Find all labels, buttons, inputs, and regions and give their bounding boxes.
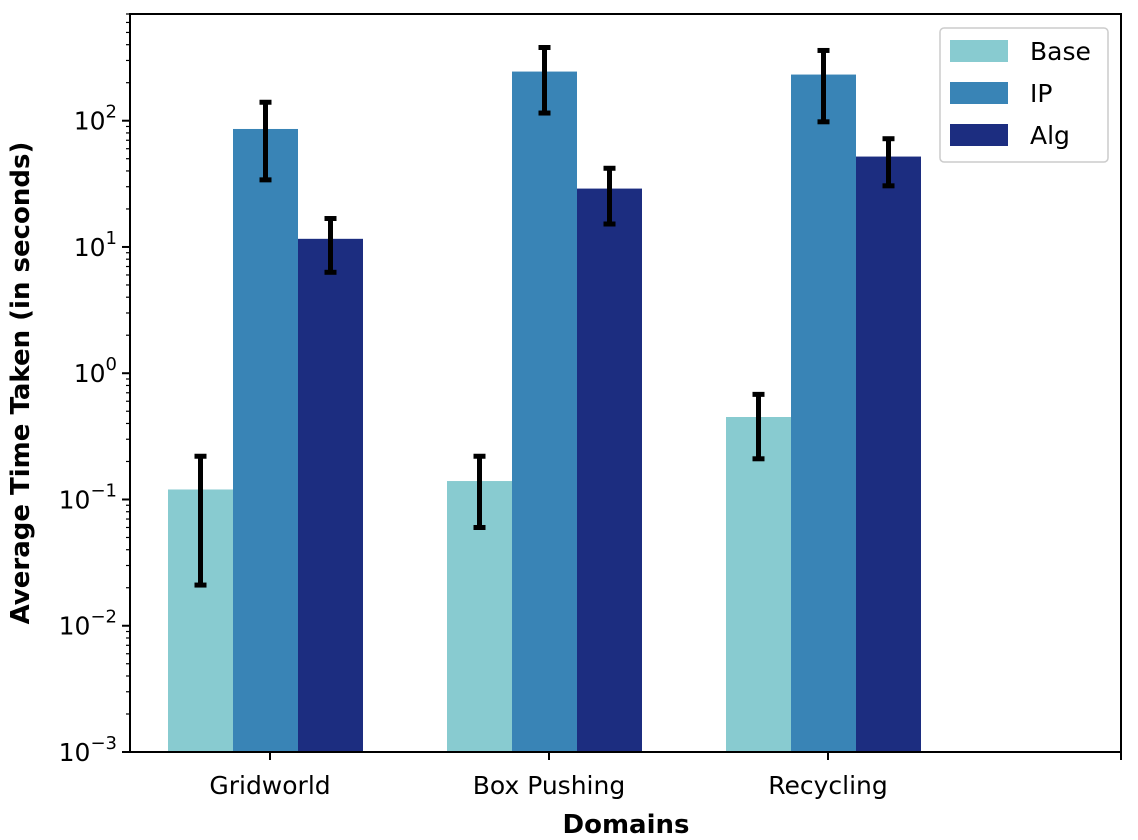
- error-bar-alg-gridworld: [324, 216, 337, 275]
- x-axis: Gridworld Box Pushing Recycling: [209, 752, 1122, 800]
- error-bar-alg-box-pushing: [603, 165, 616, 227]
- legend-label-ip: IP: [1030, 79, 1052, 108]
- error-bar-ip-recycling: [817, 47, 830, 125]
- bar-ip-gridworld: [233, 128, 298, 752]
- error-bar-base-recycling: [752, 391, 765, 462]
- y-tick-label: 102: [74, 102, 117, 136]
- y-tick-label: 100: [74, 354, 117, 388]
- x-tick-label-box-pushing: Box Pushing: [473, 771, 625, 800]
- plot-frame: [129, 13, 1122, 753]
- y-axis-title: Average Time Taken (in seconds): [6, 142, 36, 625]
- bar-ip-box-pushing: [512, 71, 577, 753]
- x-tick-label-recycling: Recycling: [768, 771, 888, 800]
- legend-swatch-base: [950, 40, 1008, 62]
- bar-ip-recycling: [791, 74, 856, 752]
- y-tick-label: 10−2: [59, 607, 117, 641]
- error-bars-layer: [194, 44, 895, 588]
- y-tick-label: 101: [74, 228, 117, 262]
- legend-swatch-alg: [950, 124, 1008, 146]
- x-axis-title: Domains: [563, 810, 690, 840]
- legend: Base IP Alg: [939, 27, 1109, 163]
- y-axis: 10−3 10−2 10−1 100 101 102: [59, 13, 130, 767]
- error-bar-base-gridworld: [194, 453, 207, 588]
- legend-label-alg: Alg: [1030, 121, 1070, 150]
- bar-alg-recycling: [856, 156, 921, 753]
- bars-layer: [168, 71, 921, 753]
- y-tick-label: 10−3: [59, 733, 117, 767]
- error-bar-ip-gridworld: [259, 99, 272, 183]
- error-bar-alg-recycling: [882, 136, 895, 189]
- bar-alg-gridworld: [298, 238, 363, 752]
- legend-label-base: Base: [1030, 37, 1091, 66]
- legend-swatch-ip: [950, 82, 1008, 104]
- error-bar-ip-box-pushing: [538, 44, 551, 116]
- x-tick-label-gridworld: Gridworld: [209, 771, 330, 800]
- y-tick-label: 10−1: [59, 480, 117, 514]
- bar-alg-box-pushing: [577, 188, 642, 752]
- error-bar-base-box-pushing: [473, 453, 486, 530]
- bar-base-recycling: [726, 417, 791, 752]
